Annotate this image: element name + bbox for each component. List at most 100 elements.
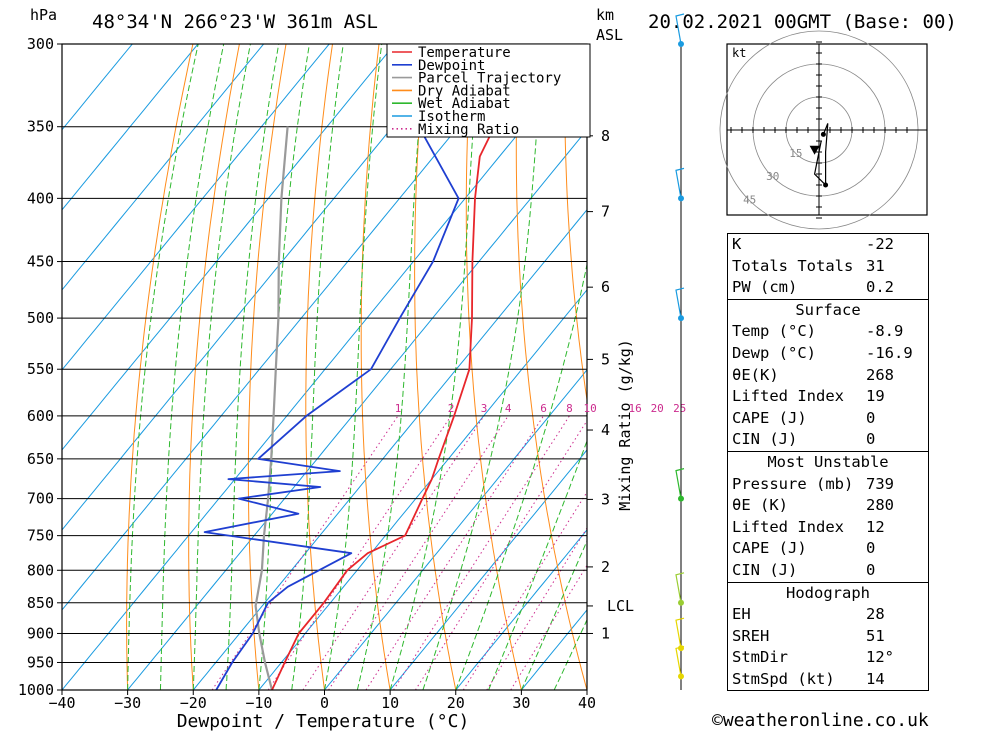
wind-barb <box>675 572 685 603</box>
legend-label: Parcel Trajectory <box>418 71 561 87</box>
most-unstable-index-value: 12 <box>866 517 885 536</box>
most-unstable-index-row: CIN (J) 0 <box>728 560 928 582</box>
legend-label: Mixing Ratio <box>418 122 519 138</box>
wet-adiabat-line <box>455 262 587 690</box>
most-unstable-index-row: Lifted Index 12 <box>728 517 928 539</box>
most-unstable-index-row: θE (K) 280 <box>728 495 928 517</box>
dry-adiabat-line <box>126 44 194 690</box>
hodograph-index-label: SREH <box>732 626 770 645</box>
surface-index-label: Dewp (°C) <box>732 343 816 362</box>
pressure-tick-label: 550 <box>27 360 54 378</box>
isotherm-line <box>455 529 587 690</box>
mixing-ratio-label: 3 <box>481 402 488 415</box>
surface-index-row: θE(K) 268 <box>728 365 928 387</box>
x-tick-label: −30 <box>114 694 141 712</box>
pressure-tick-label: 1000 <box>18 681 54 699</box>
general-indices: K -22 Totals Totals 31 PW (cm) 0.2 <box>728 234 928 299</box>
copyright-text: ©weatheronline.co.uk <box>712 710 929 731</box>
pressure-tick-label: 450 <box>27 253 54 271</box>
wind-profile <box>675 13 685 690</box>
x-tick-label: 30 <box>512 694 530 712</box>
surface-index-value: 0 <box>866 408 876 427</box>
most-unstable-indices: Pressure (mb) 739 θE (K) 280 Lifted Index 12 C… <box>728 474 928 582</box>
surface-index-label: θE(K) <box>732 365 779 384</box>
temperature-line <box>271 44 521 690</box>
height-tick-label: 8 <box>601 127 610 145</box>
height-tick-label: 1 <box>601 624 610 642</box>
pressure-tick-label: 750 <box>27 527 54 545</box>
surface-indices: Temp (°C) -8.9 Dewp (°C) -16.9 θE(K) 268 Lifte… <box>728 321 928 451</box>
isotherm-line <box>62 44 133 131</box>
storm-motion-marker <box>809 145 820 155</box>
isotherm-line <box>62 44 199 211</box>
mixing-ratio-label: 10 <box>583 402 596 415</box>
most-unstable-index-label: Lifted Index <box>732 517 844 536</box>
dry-adiabat-line <box>931 7 1000 690</box>
wet-adiabat-line <box>159 44 225 690</box>
surface-index-value: -16.9 <box>866 343 913 362</box>
location-title: 48°34'N 266°23'W 361m ASL <box>92 11 378 33</box>
most-unstable-index-value: 280 <box>866 496 894 515</box>
km-unit-label: km <box>596 6 614 24</box>
isobar-lines <box>62 43 587 691</box>
most-unstable-index-label: Pressure (mb) <box>732 474 854 493</box>
mixing-ratio-line <box>510 564 587 690</box>
most-unstable-index-value: 739 <box>866 474 894 493</box>
general-index-row: K -22 <box>728 234 928 256</box>
x-tick-label: 10 <box>381 694 399 712</box>
hodograph-ring-label: 15 <box>789 147 802 160</box>
wet-adiabat-line <box>127 44 199 690</box>
surface-index-row: Temp (°C) -8.9 <box>728 321 928 343</box>
wind-barb <box>675 468 685 499</box>
legend-label: Dry Adiabat <box>418 83 511 99</box>
wet-adiabat-line <box>488 439 587 690</box>
surface-index-label: Lifted Index <box>732 387 844 406</box>
pressure-tick-label: 400 <box>27 189 54 207</box>
height-axis: 8 7 6 5 4 3 2 1 LCL <box>587 127 634 642</box>
general-index-row: Totals Totals 31 <box>728 256 928 278</box>
isotherm-line <box>192 208 587 690</box>
profile-lines <box>203 44 521 690</box>
general-index-row: PW (cm) 0.2 <box>728 277 928 299</box>
surface-index-row: CIN (J) 0 <box>728 429 928 451</box>
height-tick-label: 2 <box>601 558 610 576</box>
hodograph-index-label: StmDir <box>732 648 788 667</box>
surface-heading: Surface <box>728 298 928 322</box>
wet-adiabat-line <box>553 618 587 690</box>
mixing-ratio-label: 8 <box>566 402 573 415</box>
mixing-ratio-label: 6 <box>540 402 547 415</box>
surface-index-value: 0 <box>866 430 876 449</box>
indices-table: K -22 Totals Totals 31 PW (cm) 0.2 Surface Te… <box>727 233 929 692</box>
mixing-ratio-line <box>365 415 544 690</box>
legend-label: Dewpoint <box>418 58 485 74</box>
height-tick-label: 6 <box>601 278 610 296</box>
most-unstable-index-value: 0 <box>866 539 876 558</box>
mixing-ratio-labels: 1 2 3 4 6 8 10 16 20 25 <box>395 402 687 415</box>
hodograph-index-row: SREH 51 <box>728 626 928 648</box>
mixing-ratio-line <box>267 415 452 690</box>
wind-barb <box>675 287 685 319</box>
height-tick-label: 3 <box>601 490 610 508</box>
surface-index-value: -8.9 <box>866 322 904 341</box>
general-index-label: Totals Totals <box>732 256 854 275</box>
general-index-label: PW (cm) <box>732 278 798 297</box>
mixing-ratio-label: 4 <box>505 402 512 415</box>
x-tick-label: −20 <box>180 694 207 712</box>
general-index-value: 0.2 <box>866 278 894 297</box>
hodograph-index-value: 51 <box>866 626 885 645</box>
hodograph-indices: EH 28 SREH 51 StmDir 12° StmSpd (kt) 14 <box>728 604 928 690</box>
wind-barb <box>675 645 685 677</box>
dewpoint-line <box>203 44 460 690</box>
height-tick-label: 4 <box>601 421 610 439</box>
most-unstable-index-value: 0 <box>866 560 876 579</box>
mixing-ratio-label: 1 <box>395 402 402 415</box>
wind-barb <box>675 167 685 199</box>
hodograph-heading: Hodograph <box>728 581 928 605</box>
pressure-tick-label: 600 <box>27 407 54 425</box>
wet-adiabat-line <box>192 44 251 690</box>
surface-index-row: CAPE (J) 0 <box>728 408 928 430</box>
wind-barb <box>675 13 685 45</box>
legend-label: Temperature <box>418 45 511 61</box>
